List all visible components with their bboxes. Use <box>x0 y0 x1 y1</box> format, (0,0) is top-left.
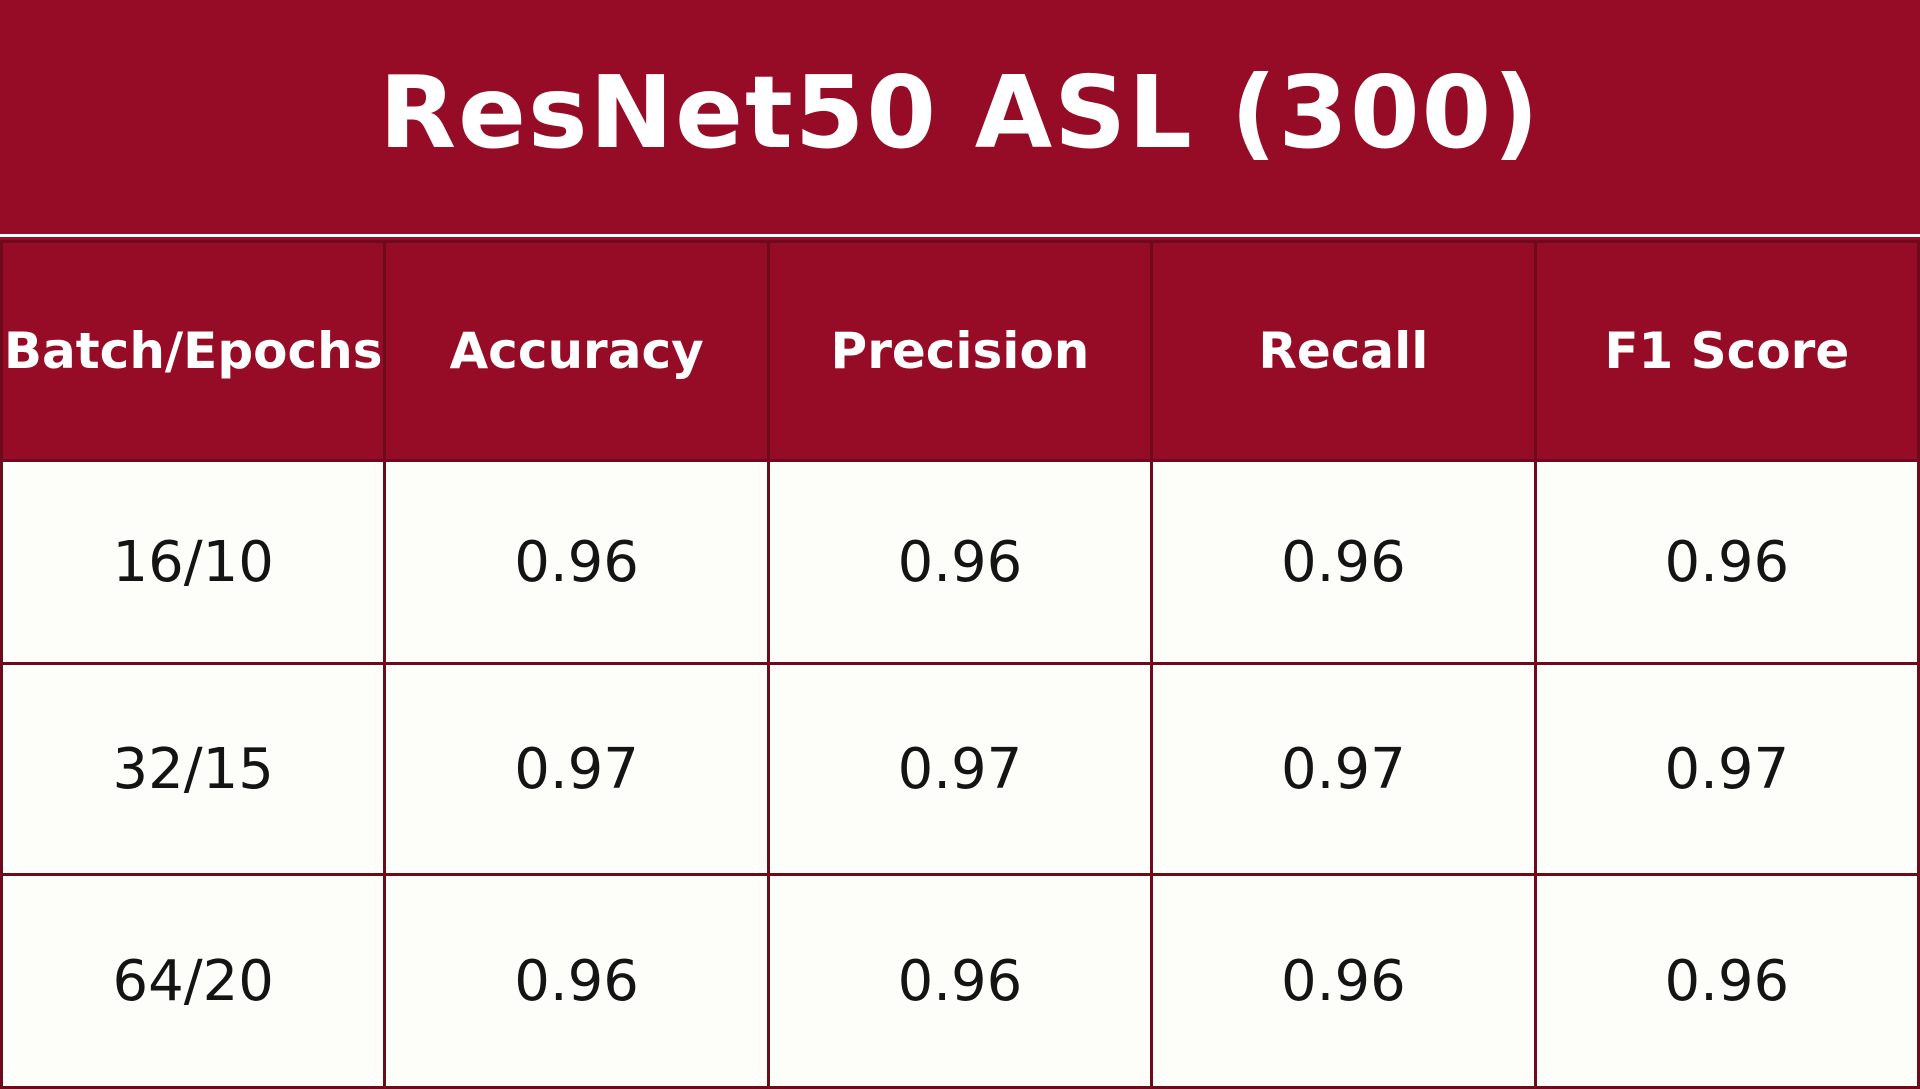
table-row: 16/10 0.96 0.96 0.96 0.96 <box>0 459 1920 665</box>
cell-recall: 0.96 <box>1150 459 1537 665</box>
table-row: 32/15 0.97 0.97 0.97 0.97 <box>0 662 1920 876</box>
cell-precision: 0.96 <box>766 873 1154 1089</box>
table-row: 64/20 0.96 0.96 0.96 0.96 <box>0 873 1920 1089</box>
column-header-f1-score: F1 Score <box>1533 240 1920 462</box>
cell-accuracy: 0.96 <box>383 459 770 665</box>
page-title: ResNet50 ASL (300) <box>379 53 1541 171</box>
cell-precision: 0.97 <box>766 662 1154 876</box>
column-header-recall: Recall <box>1150 240 1537 462</box>
cell-precision: 0.96 <box>766 459 1154 665</box>
cell-recall: 0.96 <box>1150 873 1537 1089</box>
column-header-accuracy: Accuracy <box>383 240 770 462</box>
results-table: Batch/Epochs Accuracy Precision Recall F… <box>0 240 1920 1089</box>
column-header-precision: Precision <box>766 240 1154 462</box>
cell-f1-score: 0.96 <box>1533 459 1920 665</box>
cell-batch-epochs: 16/10 <box>0 459 387 665</box>
cell-accuracy: 0.96 <box>383 873 770 1089</box>
cell-batch-epochs: 32/15 <box>0 662 387 876</box>
cell-f1-score: 0.96 <box>1533 873 1920 1089</box>
cell-batch-epochs: 64/20 <box>0 873 387 1089</box>
title-band: ResNet50 ASL (300) <box>0 0 1920 234</box>
column-header-batch-epochs: Batch/Epochs <box>0 240 387 462</box>
cell-recall: 0.97 <box>1150 662 1537 876</box>
cell-accuracy: 0.97 <box>383 662 770 876</box>
header-row: Batch/Epochs Accuracy Precision Recall F… <box>0 240 1920 462</box>
cell-f1-score: 0.97 <box>1533 662 1920 876</box>
title-divider <box>0 234 1920 237</box>
